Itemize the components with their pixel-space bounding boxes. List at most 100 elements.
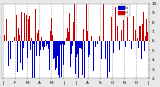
Bar [30, 41, 31, 50]
Legend: Lo, Hi: Lo, Hi [119, 5, 130, 16]
Bar [17, 41, 18, 72]
Bar [71, 41, 72, 54]
Bar [107, 41, 108, 83]
Bar [108, 41, 109, 68]
Bar [75, 41, 76, 74]
Bar [93, 41, 94, 71]
Bar [121, 30, 122, 41]
Bar [111, 17, 112, 41]
Bar [101, 41, 102, 59]
Bar [14, 37, 15, 41]
Bar [140, 26, 141, 41]
Bar [137, 38, 138, 41]
Bar [63, 41, 64, 65]
Bar [36, 41, 37, 56]
Bar [48, 41, 49, 49]
Bar [62, 41, 63, 44]
Bar [109, 41, 110, 72]
Bar [98, 30, 99, 41]
Bar [104, 41, 105, 54]
Bar [129, 40, 130, 41]
Bar [8, 41, 9, 66]
Bar [89, 41, 90, 55]
Bar [32, 41, 33, 83]
Bar [74, 4, 75, 41]
Bar [127, 17, 128, 41]
Bar [33, 41, 34, 44]
Bar [120, 41, 121, 51]
Bar [105, 41, 106, 59]
Bar [81, 41, 82, 49]
Bar [70, 41, 71, 67]
Bar [103, 4, 104, 41]
Bar [50, 31, 51, 41]
Bar [144, 41, 145, 51]
Bar [113, 41, 114, 53]
Bar [143, 12, 144, 41]
Bar [77, 41, 78, 54]
Bar [37, 33, 38, 41]
Bar [78, 41, 79, 83]
Bar [97, 41, 98, 44]
Bar [44, 41, 45, 47]
Bar [132, 41, 133, 57]
Bar [86, 4, 87, 41]
Bar [18, 28, 19, 41]
Bar [42, 41, 43, 47]
Bar [83, 29, 84, 41]
Bar [49, 41, 50, 70]
Bar [57, 41, 58, 56]
Bar [16, 15, 17, 41]
Bar [53, 41, 54, 59]
Bar [58, 41, 59, 75]
Bar [9, 24, 10, 41]
Bar [125, 41, 126, 47]
Bar [136, 34, 137, 41]
Bar [61, 41, 62, 77]
Bar [128, 33, 129, 41]
Bar [87, 31, 88, 41]
Bar [46, 41, 47, 46]
Bar [115, 7, 116, 41]
Bar [91, 35, 92, 41]
Bar [116, 41, 117, 79]
Bar [95, 41, 96, 47]
Bar [145, 36, 146, 41]
Bar [6, 19, 7, 41]
Bar [54, 41, 55, 58]
Bar [59, 41, 60, 83]
Bar [55, 41, 56, 70]
Bar [5, 14, 6, 41]
Bar [133, 16, 134, 41]
Bar [94, 35, 95, 41]
Bar [28, 19, 29, 41]
Bar [73, 22, 74, 41]
Bar [3, 33, 4, 41]
Bar [131, 41, 132, 49]
Bar [69, 13, 70, 41]
Bar [12, 41, 13, 42]
Bar [10, 41, 11, 59]
Bar [20, 41, 21, 63]
Bar [52, 35, 53, 41]
Bar [41, 37, 42, 41]
Bar [24, 13, 25, 41]
Bar [119, 41, 120, 50]
Bar [79, 41, 80, 48]
Bar [40, 41, 41, 50]
Bar [34, 41, 35, 80]
Bar [139, 25, 140, 41]
Bar [13, 23, 14, 41]
Bar [123, 20, 124, 41]
Bar [99, 36, 100, 41]
Bar [22, 41, 23, 70]
Bar [117, 26, 118, 41]
Bar [82, 41, 83, 75]
Bar [147, 32, 148, 41]
Bar [124, 33, 125, 41]
Bar [26, 15, 27, 41]
Bar [45, 40, 46, 41]
Bar [135, 30, 136, 41]
Bar [112, 31, 113, 41]
Bar [66, 38, 67, 41]
